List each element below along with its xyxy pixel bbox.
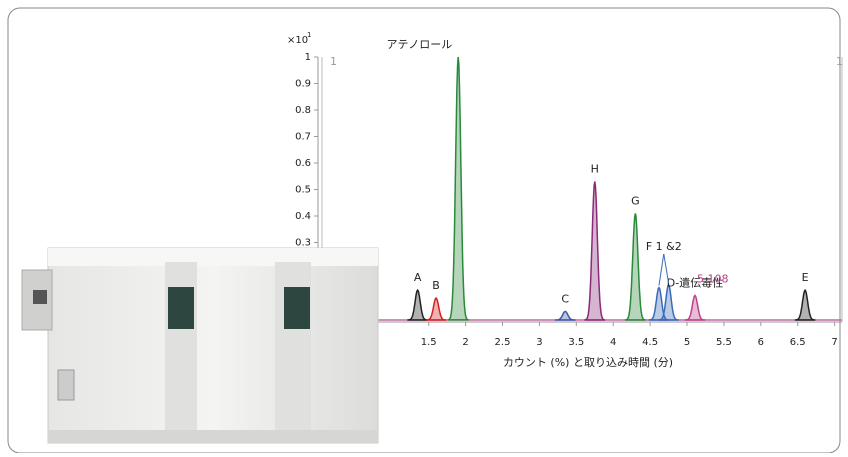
x-tick-label: 6.5 — [790, 337, 806, 348]
peak — [448, 57, 469, 320]
peak — [584, 182, 605, 321]
chart: 1 1 ×10 1 カウント (%) と取り込み時間 (分) 0.3 0.4 0.5… — [0, 0, 848, 453]
y-tick-label: 0.7 — [295, 132, 311, 143]
annotation: F 1 &2 — [646, 240, 682, 253]
x-tick-label: 6 — [758, 337, 764, 348]
y-tick-label: 0.3 — [295, 238, 311, 249]
x-tick-label: 4.5 — [642, 337, 658, 348]
x-axis-label: カウント (%) と取り込み時間 (分) — [503, 356, 673, 369]
page: {"chart_data": {"type": "chromatogram", … — [0, 0, 848, 453]
peak-label: C — [561, 292, 569, 305]
panel-marker: 1 — [330, 55, 337, 68]
x-tick-label: 2 — [462, 337, 468, 348]
instrument-photo — [22, 248, 378, 443]
x-tick-label: 1.5 — [421, 337, 437, 348]
peak-label: B — [432, 279, 440, 292]
y-tick-label: 0.5 — [295, 185, 311, 196]
y-tick-label: 0.8 — [295, 105, 311, 116]
peak-label: E — [802, 271, 809, 284]
y-tick-label: 0.6 — [295, 158, 311, 169]
x-tick-label: 3 — [536, 337, 542, 348]
y-tick-label: 1 — [305, 52, 311, 63]
y-tick-label: 0.4 — [295, 211, 311, 222]
x-tick-label: 3.5 — [568, 337, 584, 348]
y-tick-label: 0.9 — [295, 79, 311, 90]
annotation-arrow — [659, 254, 664, 286]
annotation: 5.108 — [697, 273, 729, 286]
peak — [685, 296, 706, 321]
peak-label: H — [591, 163, 599, 176]
y-multiplier: ×10 — [287, 35, 308, 46]
x-tick-label: 2.5 — [495, 337, 511, 348]
x-tick-label: 7 — [831, 337, 837, 348]
peak — [407, 290, 428, 320]
peak — [625, 213, 646, 320]
peak — [555, 311, 576, 320]
peak — [795, 290, 816, 320]
x-tick-label: 4 — [610, 337, 616, 348]
peak — [426, 298, 447, 320]
y-multiplier-exp: 1 — [307, 31, 311, 39]
x-tick-label: 5 — [684, 337, 690, 348]
peak-label: G — [631, 194, 640, 207]
x-tick-label: 5.5 — [716, 337, 732, 348]
panel-marker: 1 — [836, 55, 843, 68]
peak-label: A — [414, 271, 422, 284]
peak-label: アテノロール — [387, 38, 453, 51]
